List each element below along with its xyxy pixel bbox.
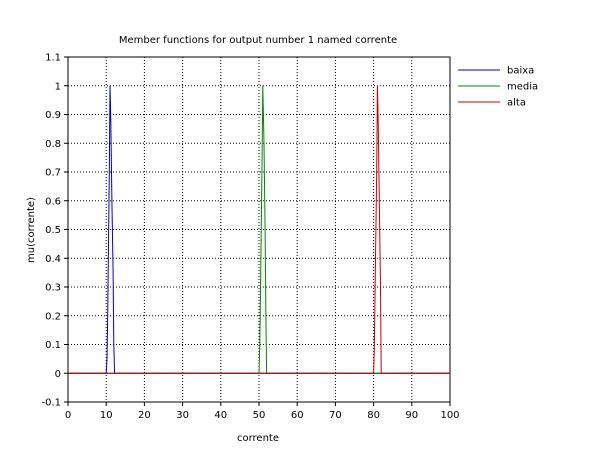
axis-ticks: 0 10 20 30 40 50 60 70 80 90 100 -0.1 0 0.1 0.2 0.3 0.4 0…	[41, 53, 459, 422]
x-tick-label: 80	[367, 410, 380, 421]
y-axis-label: mu(corrente)	[26, 197, 37, 263]
x-tick-label: 10	[100, 410, 113, 421]
y-tick-label: 0.4	[45, 254, 61, 265]
x-tick-label: 90	[405, 410, 418, 421]
y-tick-label: 0.1	[45, 340, 61, 351]
y-tick-label: 0.8	[45, 139, 61, 150]
x-axis-label: corrente	[237, 433, 279, 444]
y-tick-label: 0.3	[45, 283, 61, 294]
legend-label-media: media	[507, 82, 538, 93]
x-tick-label: 30	[176, 410, 189, 421]
x-tick-label: 100	[440, 410, 459, 421]
x-tick-label: 20	[138, 410, 151, 421]
y-tick-label: 1.1	[45, 53, 61, 64]
series-line-alta	[68, 85, 450, 374]
chart-title: Member functions for output number 1 nam…	[119, 35, 397, 46]
y-tick-label: 1	[55, 81, 61, 92]
series-line-baixa	[68, 85, 450, 374]
x-tick-label: 70	[329, 410, 342, 421]
x-tick-label: 40	[214, 410, 227, 421]
series-line-media	[68, 85, 450, 374]
legend-label-baixa: baixa	[507, 66, 534, 77]
y-tick-label: 0.5	[45, 225, 61, 236]
y-tick-label: -0.1	[41, 398, 61, 409]
legend: baixa media alta	[458, 66, 538, 109]
x-tick-label: 50	[253, 410, 266, 421]
y-tick-label: 0.9	[45, 110, 61, 121]
legend-label-alta: alta	[507, 98, 526, 109]
x-tick-label: 0	[65, 410, 71, 421]
y-tick-label: 0	[55, 369, 61, 380]
grid-lines	[68, 57, 450, 402]
x-tick-label: 60	[291, 410, 304, 421]
y-tick-label: 0.2	[45, 311, 61, 322]
series-group	[68, 85, 450, 374]
y-tick-label: 0.6	[45, 196, 61, 207]
y-tick-label: 0.7	[45, 168, 61, 179]
